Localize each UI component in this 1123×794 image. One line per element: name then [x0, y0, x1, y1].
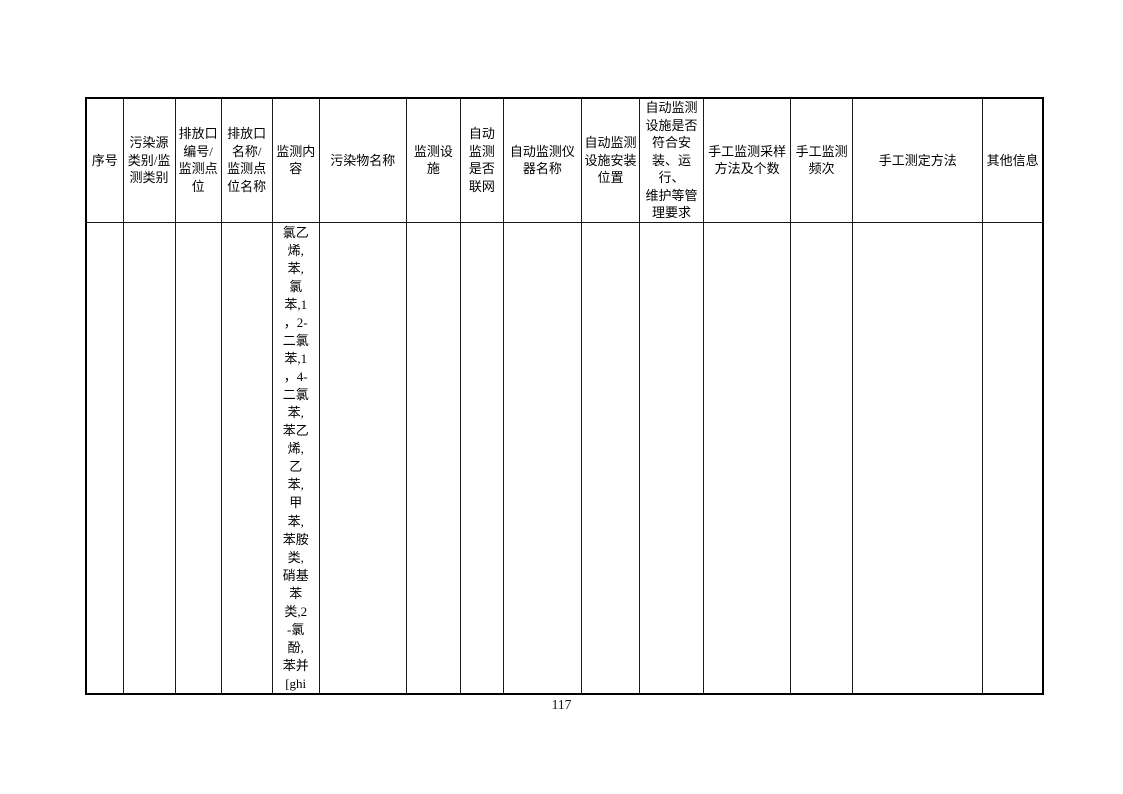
- cell-auto-monitoring-instrument: [502, 221, 582, 695]
- cell-other-info: [982, 221, 1044, 695]
- column-header-auto-monitoring-networked: 自动 监测 是否 联网: [459, 97, 504, 223]
- cell-monitoring-facility: [405, 221, 461, 695]
- cell-serial-number: [85, 221, 124, 695]
- cell-auto-monitoring-networked: [459, 221, 504, 695]
- table-row: 氯乙 烯, 苯, 氯苯,1 ，2- 二氯 苯,1 ，4- 二氯 苯, 苯乙 烯, 乙苯, 甲苯, 苯胺 类, 硝…: [85, 221, 1044, 695]
- cell-manual-monitoring-frequency: [790, 221, 854, 695]
- column-header-auto-monitoring-compliance: 自动监测 设施是否 符合安 装、运行、 维护等管 理要求: [638, 97, 705, 223]
- cell-pollutant-name: [318, 221, 407, 695]
- column-header-monitoring-content: 监测内容: [271, 97, 320, 223]
- column-header-outlet-number: 排放口 编号/监测点位: [174, 97, 222, 223]
- column-header-serial-number: 序号: [85, 97, 124, 223]
- cell-pollution-source-category: [122, 221, 176, 695]
- cell-monitoring-content: 氯乙 烯, 苯, 氯苯,1 ，2- 二氯 苯,1 ，4- 二氯 苯, 苯乙 烯, 乙苯, 甲苯, 苯胺 类, 硝…: [271, 221, 320, 695]
- column-header-manual-determination-method: 手工测定方法: [852, 97, 984, 223]
- pollutant-list: 氯乙 烯, 苯, 氯苯,1 ，2- 二氯 苯,1 ，4- 二氯 苯, 苯乙 烯, 乙苯, 甲苯, 苯胺 类, 硝…: [282, 224, 309, 692]
- cell-manual-sampling-method: [703, 221, 792, 695]
- column-header-manual-sampling-method: 手工监测采样 方法及个数: [703, 97, 792, 223]
- page-number: 117: [551, 697, 572, 712]
- cell-outlet-name: [220, 221, 273, 695]
- cell-manual-determination-method: [852, 221, 984, 695]
- column-header-monitoring-facility: 监测设施: [405, 97, 461, 223]
- column-header-auto-monitoring-instrument: 自动监测仪 器名称: [502, 97, 582, 223]
- column-header-manual-monitoring-frequency: 手工监测 频次: [790, 97, 854, 223]
- column-header-pollutant-name: 污染物名称: [318, 97, 407, 223]
- column-header-other-info: 其他信息: [982, 97, 1044, 223]
- cell-outlet-number: [174, 221, 222, 695]
- table-header-row: 序号 污染源 类别/监 测类别 排放口 编号/监测点位排放口 名称/监测点 位名称 监测内容污染…: [85, 97, 1044, 223]
- column-header-pollution-source-category: 污染源 类别/监 测类别: [122, 97, 176, 223]
- column-header-outlet-name: 排放口 名称/监测点 位名称: [220, 97, 273, 223]
- cell-auto-monitoring-compliance: [638, 221, 705, 695]
- self-monitoring-table: 序号 污染源 类别/监 测类别 排放口 编号/监测点位排放口 名称/监测点 位名称 监测内容污染…: [85, 97, 1044, 695]
- column-header-auto-monitoring-install-location: 自动监测 设施安装 位置: [580, 97, 641, 223]
- cell-auto-monitoring-install-location: [580, 221, 641, 695]
